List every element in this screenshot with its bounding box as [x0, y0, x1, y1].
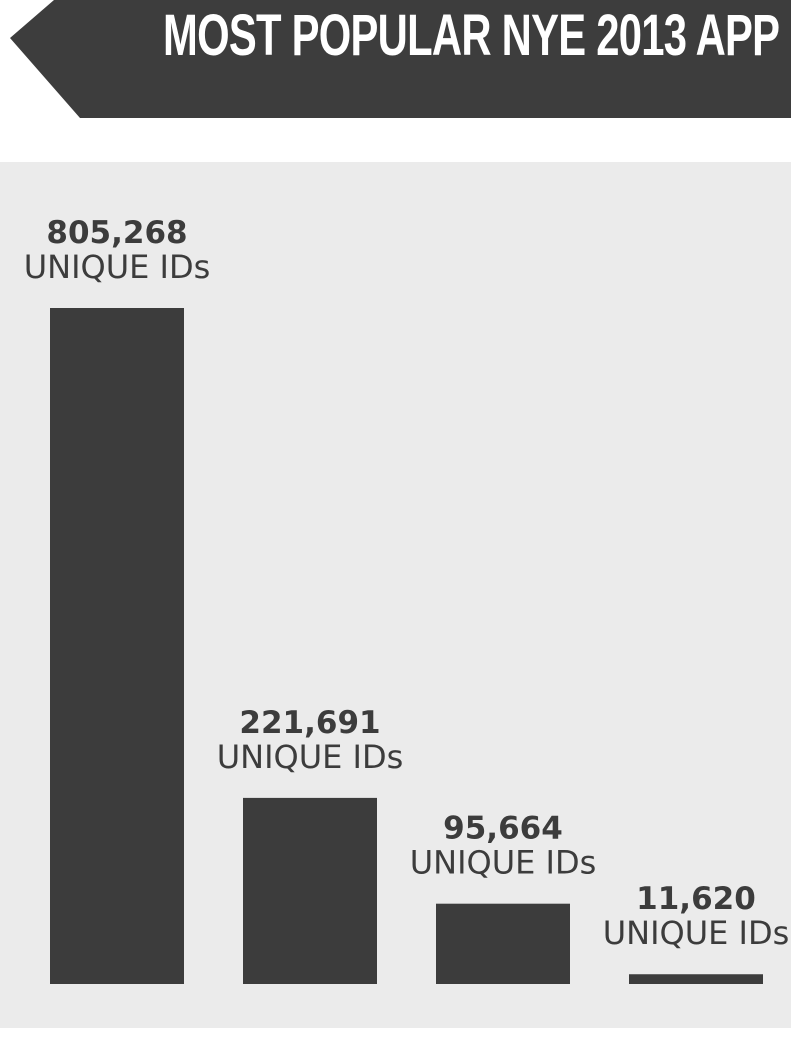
title-banner: MOST POPULAR NYE 2013 APP: [0, 0, 791, 118]
chart-panel: 805,268 UNIQUE IDs 221,691 UNIQUE IDs 95,664…: [0, 162, 791, 1028]
bar-4: [629, 974, 763, 984]
page-title: MOST POPULAR NYE 2013 APP: [163, 3, 780, 68]
bar-unit-label-3: UNIQUE IDs: [410, 844, 597, 882]
banner-arrow-shape: [10, 0, 791, 118]
bar-unit-label-1: UNIQUE IDs: [24, 248, 211, 286]
bar-2: [243, 797, 377, 984]
bar-unit-label-2: UNIQUE IDs: [217, 738, 404, 776]
bar-value-label-4: 11,620: [636, 881, 756, 917]
bar-value-label-1: 805,268: [46, 215, 187, 251]
bar-1: [50, 308, 184, 984]
bar-3: [436, 903, 570, 984]
bar-value-label-2: 221,691: [239, 705, 380, 741]
bar-unit-label-4: UNIQUE IDs: [603, 914, 790, 952]
bar-value-label-3: 95,664: [443, 811, 563, 847]
